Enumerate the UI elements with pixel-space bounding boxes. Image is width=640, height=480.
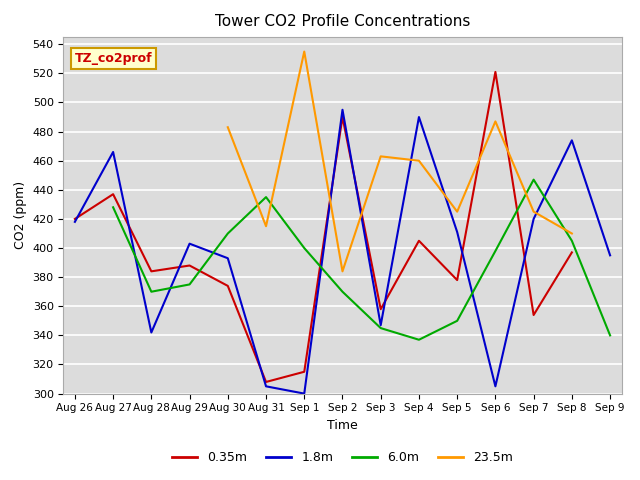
Text: TZ_co2prof: TZ_co2prof [75, 52, 152, 65]
Title: Tower CO2 Profile Concentrations: Tower CO2 Profile Concentrations [215, 14, 470, 29]
Legend: 0.35m, 1.8m, 6.0m, 23.5m: 0.35m, 1.8m, 6.0m, 23.5m [168, 446, 518, 469]
Y-axis label: CO2 (ppm): CO2 (ppm) [14, 181, 27, 250]
X-axis label: Time: Time [327, 419, 358, 432]
